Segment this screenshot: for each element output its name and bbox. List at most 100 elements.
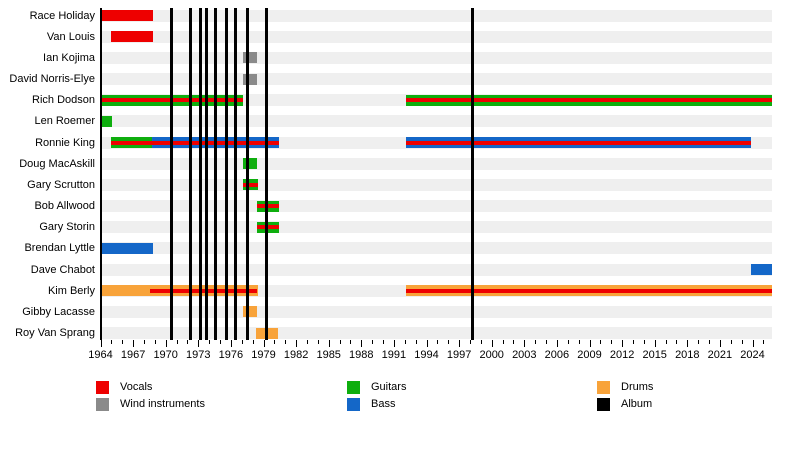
axis-minor-tick [306,340,308,344]
axis-minor-tick [535,340,537,344]
axis-tick-label: 2021 [707,349,733,361]
row-stripe [100,115,773,128]
timeline-bar-overlay [111,140,279,145]
axis-major-tick [296,340,298,347]
axis-minor-tick [469,340,471,344]
row-stripe [100,305,773,318]
row-stripe [100,9,773,22]
legend-swatch-drums [597,381,610,394]
legend-swatch-album [597,398,610,411]
axis-minor-tick [220,340,222,344]
axis-minor-tick [176,340,178,344]
axis-minor-tick [274,340,276,344]
member-label: Gary Storin [39,221,95,234]
member-label: Len Roemer [34,115,95,128]
axis-minor-tick [111,340,113,344]
member-label: Van Louis [46,30,95,43]
axis-major-tick [393,340,395,347]
legend-swatch-bass [347,398,360,411]
member-label: Dave Chabot [30,263,95,276]
axis-major-tick [426,340,428,347]
axis-tick-label: 1967 [120,349,146,361]
axis-minor-tick [187,340,189,344]
timeline-bar-overlay [242,182,259,187]
axis-tick-label: 1997 [446,349,472,361]
axis-minor-tick [383,340,385,344]
album-line [265,8,269,340]
member-label: Brendan Lyttle [24,242,95,255]
axis-major-tick [328,340,330,347]
axis-minor-tick [241,340,243,344]
album-line [205,8,209,340]
axis-major-tick [100,340,102,347]
timeline-bar-overlay [405,98,773,103]
axis-major-tick [524,340,526,347]
legend-label-wind: Wind instruments [120,398,205,410]
row-stripe [100,51,773,64]
axis-minor-tick [122,340,124,344]
member-label: Race Holiday [29,9,95,22]
axis-tick-label: 2012 [609,349,635,361]
album-line [225,8,229,340]
axis-tick-label: 2000 [479,349,504,361]
timeline-bar [100,10,153,21]
timeline-bar [242,73,257,85]
axis-minor-tick [643,340,645,344]
axis-minor-tick [209,340,211,344]
member-label: Doug MacAskill [19,157,95,170]
axis-minor-tick [676,340,678,344]
axis-major-tick [361,340,363,347]
legend-label-bass: Bass [371,398,396,410]
axis-minor-tick [404,340,406,344]
row-stripe [100,242,773,255]
timeline-bar [242,306,257,318]
album-line [233,8,237,340]
axis-minor-tick [154,340,156,344]
axis-minor-tick [480,340,482,344]
member-label: Ronnie King [35,136,95,149]
axis-minor-tick [709,340,711,344]
axis-minor-tick [502,340,504,344]
axis-minor-tick [763,340,765,344]
axis-minor-tick [143,340,145,344]
timeline-bar-overlay [405,140,752,145]
axis-minor-tick [415,340,417,344]
member-label: Kim Berly [47,284,95,297]
timeline-bar [100,242,153,254]
album-line [169,8,173,340]
legend-label-guitars: Guitars [371,381,407,393]
member-label: Gibby Lacasse [22,305,95,318]
axis-minor-tick [546,340,548,344]
album-line [214,8,218,340]
axis-tick-label: 1985 [316,349,341,361]
axis-major-tick [654,340,656,347]
member-label: Bob Allwood [34,200,95,213]
axis-minor-tick [513,340,515,344]
timeline-bar-overlay [405,288,773,293]
axis-minor-tick [632,340,634,344]
axis-minor-tick [698,340,700,344]
axis-minor-tick [578,340,580,344]
axis-tick-label: 2018 [675,349,700,361]
axis-tick-label: 2003 [512,349,537,361]
legend-label-album: Album [621,398,653,410]
axis-minor-tick [372,340,374,344]
member-label: David Norris-Elye [9,73,95,85]
legend-label-vocals: Vocals [120,381,153,393]
axis-tick-label: 1979 [251,349,276,361]
axis-minor-tick [252,340,254,344]
timeline-bar [111,31,153,43]
axis-minor-tick [611,340,613,344]
axis-minor-tick [741,340,743,344]
legend-swatch-vocals [96,381,109,394]
axis-major-tick [752,340,754,347]
member-label: Ian Kojima [43,51,95,64]
axis-minor-tick [317,340,319,344]
axis-major-tick [198,340,200,347]
axis-major-tick [165,340,167,347]
row-stripe [100,30,773,43]
axis-tick-label: 2009 [577,349,602,361]
row-stripe [100,73,773,85]
axis-major-tick [589,340,591,347]
